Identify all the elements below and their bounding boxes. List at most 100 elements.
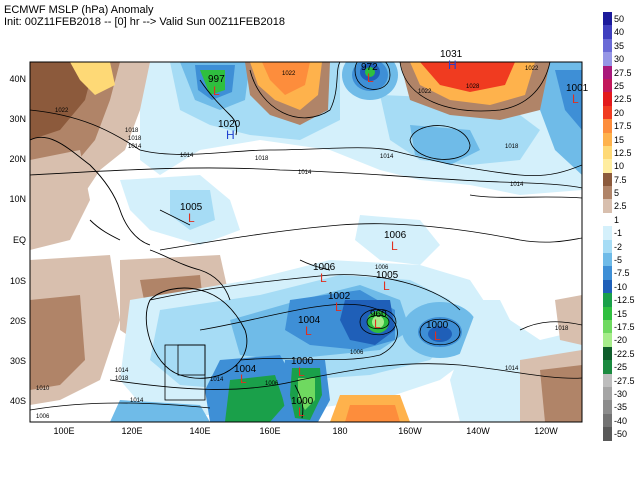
low-center-1000-east: 1000 L	[426, 320, 449, 343]
colorbar-label: 22.5	[614, 94, 632, 105]
low-center-997: 997 L	[208, 74, 225, 98]
colorbar-level: -22.5	[603, 346, 639, 361]
colorbar-swatch	[603, 253, 612, 267]
colorbar-label: 27.5	[614, 67, 632, 78]
low-marker: L	[305, 324, 312, 338]
center-value: 972	[361, 62, 378, 73]
isobar-contours	[30, 62, 582, 411]
low-center-1004-tasman: 1004 L	[234, 364, 257, 386]
center-value: 1005	[376, 270, 399, 281]
low-marker: L	[391, 239, 398, 253]
contour-label: 1022	[525, 66, 539, 72]
lat-label: 40S	[10, 396, 26, 406]
colorbar-level: -17.5	[603, 319, 639, 334]
contour-label: 1014	[298, 170, 312, 176]
low-center-1001: 1001 L	[566, 83, 589, 106]
colorbar-label: 10	[614, 161, 625, 172]
colorbar-level: 35	[603, 38, 639, 53]
low-marker: L	[188, 211, 195, 225]
contour-label: 1014	[180, 153, 194, 159]
colorbar-label: 17.5	[614, 121, 632, 132]
colorbar-swatch	[603, 226, 612, 240]
longitude-labels: 100E 120E 140E 160E 180 160W 140W 120W	[53, 426, 558, 436]
center-value: 1005	[180, 202, 203, 213]
low-marker: L	[434, 329, 441, 343]
colorbar-label: -15	[614, 308, 628, 319]
colorbar-level: 30	[603, 52, 639, 66]
lat-label: 30N	[9, 114, 26, 124]
colorbar-swatch	[603, 400, 612, 414]
colorbar-label: 40	[614, 27, 625, 38]
colorbar-level: -27.5	[603, 373, 639, 387]
lat-label: 40N	[9, 74, 26, 84]
colorbar-label: -12.5	[614, 295, 635, 306]
center-value: 997	[208, 74, 225, 85]
colorbar-label: -25	[614, 362, 628, 373]
colorbar-swatch	[603, 306, 612, 320]
center-value: 1004	[298, 315, 321, 326]
colorbar-swatch	[603, 145, 612, 160]
high-center-1031: 1031 H	[440, 49, 463, 72]
colorbar-level: -7.5	[603, 266, 639, 280]
colorbar-level: 2.5	[603, 199, 639, 213]
colorbar-swatch	[603, 172, 612, 187]
latitude-labels: 40N 30N 20N 10N EQ 10S 20S 30S 40S	[9, 74, 26, 406]
colorbar-swatch	[603, 12, 612, 26]
low-center-1002: 1002 L	[328, 291, 351, 314]
colorbar-level: -20	[603, 333, 639, 347]
contour-label: 1018	[115, 376, 129, 382]
low-marker: L	[298, 365, 305, 379]
lon-label: 120E	[121, 426, 142, 436]
low-marker: L	[374, 317, 381, 331]
colorbar-swatch	[603, 105, 612, 120]
colorbar-swatch	[603, 119, 612, 133]
map-frame	[29, 61, 583, 423]
contour-label: 1014	[510, 182, 524, 188]
colorbar-swatch	[603, 212, 612, 227]
contour-label: 1006	[375, 265, 389, 271]
anomaly-shading	[30, 62, 582, 422]
low-center-1005-west: 1005 L	[180, 202, 203, 225]
colorbar-level: 1	[603, 212, 639, 227]
colorbar-swatch	[603, 427, 612, 441]
low-marker: L	[320, 271, 327, 285]
colorbar-label: 5	[614, 188, 620, 199]
colorbar-level: 12.5	[603, 145, 639, 160]
colorbar-label: 7.5	[614, 174, 627, 185]
colorbar-swatch	[603, 386, 612, 401]
colorbar-label: 12.5	[614, 147, 632, 158]
colorbar-level: 50	[603, 12, 639, 26]
colorbar-level: -40	[603, 413, 639, 428]
contour-label: 1018	[255, 156, 269, 162]
low-center-1000-nz-south: 1000 L	[291, 396, 314, 419]
colorbar-swatch	[603, 239, 612, 254]
colorbar-label: 50	[614, 14, 625, 24]
colorbar-label: -17.5	[614, 321, 635, 332]
colorbar-swatch	[603, 360, 612, 374]
colorbar-swatch	[603, 65, 612, 79]
contour-label: 1018	[128, 136, 142, 142]
contour-label: 1014	[130, 398, 144, 404]
lon-label: 180	[332, 426, 347, 436]
low-center-1006-west: 1006 L	[313, 262, 336, 285]
contour-label: 1014	[210, 377, 224, 383]
contour-label: 1014	[380, 154, 394, 160]
center-value: 1000	[291, 396, 314, 407]
low-marker: L	[383, 279, 390, 293]
lon-label: 120W	[534, 426, 558, 436]
colorbar-level: 10	[603, 159, 639, 173]
colorbar-label: 35	[614, 40, 625, 51]
coastlines	[30, 79, 331, 419]
colorbar-level: -50	[603, 427, 639, 441]
pressure-centers: 997 L 1020 H 972 L 1031 H 1001 L 1005 L …	[180, 49, 589, 419]
contour-label: 1006	[350, 350, 364, 356]
contour-label: 1014	[128, 144, 142, 150]
colorbar-swatch	[603, 186, 612, 200]
low-center-972: 972 L	[361, 62, 378, 85]
contour-label: 1006	[36, 414, 50, 420]
low-marker: L	[298, 405, 305, 419]
lat-label: 20N	[9, 154, 26, 164]
colorbar-swatch	[603, 279, 612, 294]
colorbar-label: -35	[614, 402, 628, 413]
